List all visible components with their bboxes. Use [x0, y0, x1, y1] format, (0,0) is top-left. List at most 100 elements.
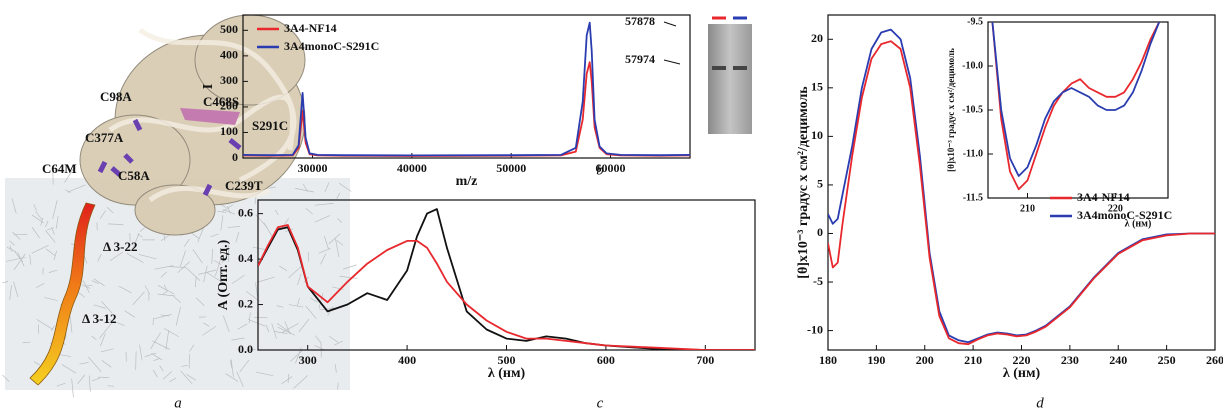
lipid	[334, 364, 337, 373]
legend-label: 3A4-NF14	[1077, 190, 1130, 204]
lipid	[11, 198, 17, 214]
lipid	[328, 335, 338, 343]
lipid	[40, 217, 44, 226]
lipid	[293, 375, 308, 389]
lipid	[255, 371, 274, 377]
lipid	[152, 369, 158, 378]
lipid	[231, 337, 245, 341]
x-tick-label: 600	[597, 353, 615, 367]
lipid	[221, 256, 227, 264]
lipid	[310, 297, 318, 303]
y-tick-label: 200	[220, 99, 238, 113]
lipid	[324, 235, 329, 250]
lipid	[79, 362, 89, 365]
series-line	[991, 22, 1161, 177]
lipid	[195, 297, 205, 306]
x-axis-label: m/z	[456, 174, 478, 189]
x-tick-label: 210	[1020, 203, 1035, 214]
lipid	[163, 284, 168, 292]
lipid	[107, 223, 124, 225]
y-tick-label: -9.5	[967, 16, 983, 27]
lipid	[144, 352, 157, 358]
lipid	[118, 285, 132, 294]
lipid	[78, 292, 85, 298]
lipid	[108, 318, 125, 326]
lipid	[198, 269, 217, 275]
lipid	[277, 326, 295, 336]
x-tick-label: 260	[1206, 353, 1223, 367]
lipid	[173, 296, 182, 303]
lipid	[297, 298, 300, 307]
lipid	[157, 284, 175, 295]
lipid	[318, 292, 324, 309]
lipid	[64, 189, 71, 194]
y-tick-label: 5	[817, 177, 823, 191]
lipid	[274, 209, 279, 216]
x-tick-label: 40000	[397, 161, 427, 175]
lipid	[33, 204, 37, 211]
y-tick-label: -10	[807, 322, 823, 336]
lipid	[320, 253, 327, 265]
lipid	[36, 319, 54, 330]
lipid	[265, 324, 270, 333]
lipid	[91, 335, 97, 340]
lipid	[165, 329, 170, 350]
y-tick-label: 0.2	[238, 296, 253, 310]
lipid	[203, 322, 210, 327]
lipid	[106, 206, 114, 214]
mutation-label: C239T	[225, 178, 263, 193]
y-axis-label: [θ]x10⁻³ градус x см²/децимоль	[796, 86, 811, 279]
lipid	[222, 315, 230, 332]
lipid	[139, 227, 146, 232]
series-line	[828, 40, 1215, 346]
series-line	[243, 21, 690, 157]
y-tick-label: 0	[232, 150, 238, 164]
lipid	[231, 274, 245, 285]
lipid	[227, 225, 241, 228]
lipid	[338, 182, 352, 192]
x-tick-label: 700	[696, 353, 714, 367]
x-tick-label: 220	[1108, 203, 1123, 214]
lipid	[137, 233, 143, 238]
lipid	[93, 278, 105, 287]
series-line	[258, 224, 755, 350]
y-tick-label: -11.0	[963, 148, 983, 159]
lipid	[271, 323, 277, 339]
lipid	[14, 251, 24, 263]
annotation-leader	[663, 59, 681, 65]
lipid	[192, 249, 203, 264]
lipid	[295, 188, 315, 193]
lipid	[162, 371, 173, 380]
lipid	[343, 264, 357, 270]
lipid	[69, 316, 73, 333]
lipid	[45, 248, 56, 257]
lipid	[288, 304, 304, 308]
lipid	[97, 253, 102, 262]
lipid	[276, 305, 284, 308]
lipid	[44, 297, 58, 301]
x-tick-label: 300	[299, 353, 317, 367]
x-tick-label: 50000	[496, 161, 526, 175]
lipid	[252, 246, 266, 250]
lipid	[255, 282, 258, 298]
mutation-label: S291C	[252, 118, 288, 133]
lipid	[150, 332, 161, 350]
lipid	[132, 291, 145, 306]
lipid	[71, 378, 74, 398]
inset-background	[943, 16, 1175, 220]
y-tick-label: 0	[817, 225, 823, 239]
lipid	[82, 280, 90, 294]
y-tick-label: 10	[811, 128, 823, 142]
lipid	[61, 363, 77, 374]
lipid	[2, 374, 10, 382]
lipid	[226, 205, 232, 214]
lipid	[55, 216, 59, 229]
lipid	[45, 220, 49, 228]
lipid	[202, 326, 217, 336]
x-tick-label: 250	[1158, 353, 1176, 367]
structure-image: C98A C468S S291C C377A C64M C58A C239T Δ…	[2, 14, 358, 411]
lipid	[31, 227, 40, 239]
x-axis-label: λ (нм)	[1003, 366, 1041, 381]
lipid	[281, 323, 299, 334]
